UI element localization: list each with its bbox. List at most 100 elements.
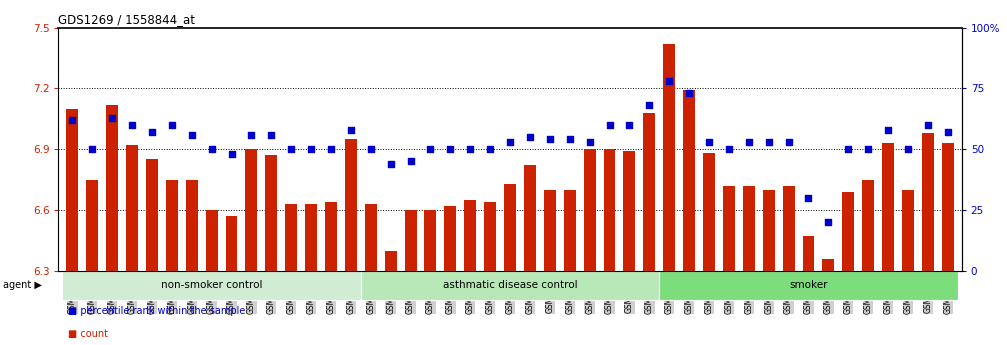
Point — [741, 139, 757, 145]
Bar — [325, 202, 337, 271]
Bar — [643, 113, 656, 271]
Bar — [484, 202, 496, 271]
Point — [482, 146, 498, 152]
Point — [821, 219, 837, 225]
Bar — [425, 210, 436, 271]
Point — [244, 132, 260, 137]
Bar — [902, 190, 914, 271]
Point — [422, 146, 438, 152]
Point — [303, 146, 319, 152]
Bar — [345, 139, 356, 271]
Bar — [62, 271, 361, 300]
Bar — [921, 133, 933, 271]
Bar — [782, 186, 795, 271]
Point — [601, 122, 617, 128]
Point — [562, 137, 578, 142]
Point — [342, 127, 358, 132]
Point — [760, 139, 776, 145]
Text: ■ count: ■ count — [68, 329, 109, 339]
Bar — [66, 109, 79, 271]
Point — [919, 122, 936, 128]
Bar — [361, 271, 660, 300]
Bar — [823, 259, 835, 271]
Text: agent ▶: agent ▶ — [3, 280, 42, 290]
Bar — [265, 155, 277, 271]
Bar — [185, 180, 197, 271]
Point — [840, 146, 856, 152]
Bar — [524, 165, 536, 271]
Point — [801, 195, 817, 200]
Point — [641, 103, 658, 108]
Point — [323, 146, 339, 152]
Point — [104, 115, 120, 120]
Bar — [505, 184, 516, 271]
Point — [363, 146, 379, 152]
Bar — [166, 180, 178, 271]
Point — [64, 117, 81, 123]
Point — [85, 146, 101, 152]
Bar — [385, 250, 397, 271]
Point — [542, 137, 558, 142]
Text: smoker: smoker — [789, 280, 828, 290]
Bar — [126, 145, 138, 271]
Bar — [544, 190, 556, 271]
Bar — [683, 90, 695, 271]
Point — [462, 146, 478, 152]
Bar — [842, 192, 854, 271]
Point — [283, 146, 299, 152]
Point — [900, 146, 916, 152]
Point — [224, 151, 240, 157]
Bar — [246, 149, 258, 271]
Point — [522, 134, 538, 140]
Point — [124, 122, 140, 128]
Bar — [660, 271, 958, 300]
Point — [442, 146, 458, 152]
Bar — [942, 143, 954, 271]
Point — [164, 122, 180, 128]
Bar — [305, 204, 317, 271]
Bar — [87, 180, 99, 271]
Point — [383, 161, 399, 167]
Bar — [146, 159, 158, 271]
Point — [662, 78, 678, 84]
Bar — [623, 151, 635, 271]
Point — [183, 132, 199, 137]
Bar — [762, 190, 774, 271]
Bar — [564, 190, 576, 271]
Text: ■ percentile rank within the sample: ■ percentile rank within the sample — [68, 306, 246, 316]
Bar — [464, 200, 476, 271]
Point — [860, 146, 876, 152]
Bar — [584, 149, 595, 271]
Point — [721, 146, 737, 152]
Bar — [703, 153, 715, 271]
Point — [940, 129, 956, 135]
Point — [780, 139, 797, 145]
Text: GDS1269 / 1558844_at: GDS1269 / 1558844_at — [58, 13, 195, 27]
Bar — [882, 143, 894, 271]
Point — [701, 139, 717, 145]
Bar — [743, 186, 755, 271]
Bar — [444, 206, 456, 271]
Bar — [285, 204, 297, 271]
Point — [880, 127, 896, 132]
Point — [681, 90, 697, 96]
Point — [144, 129, 160, 135]
Point — [403, 159, 419, 164]
Text: non-smoker control: non-smoker control — [161, 280, 263, 290]
Bar — [723, 186, 735, 271]
Point — [621, 122, 637, 128]
Point — [203, 146, 220, 152]
Bar — [803, 236, 815, 271]
Text: asthmatic disease control: asthmatic disease control — [443, 280, 577, 290]
Bar — [664, 44, 675, 271]
Bar — [862, 180, 874, 271]
Bar — [365, 204, 377, 271]
Bar — [405, 210, 417, 271]
Bar — [603, 149, 615, 271]
Bar — [205, 210, 218, 271]
Bar — [226, 216, 238, 271]
Point — [582, 139, 598, 145]
Point — [263, 132, 279, 137]
Point — [501, 139, 518, 145]
Bar — [106, 105, 118, 271]
